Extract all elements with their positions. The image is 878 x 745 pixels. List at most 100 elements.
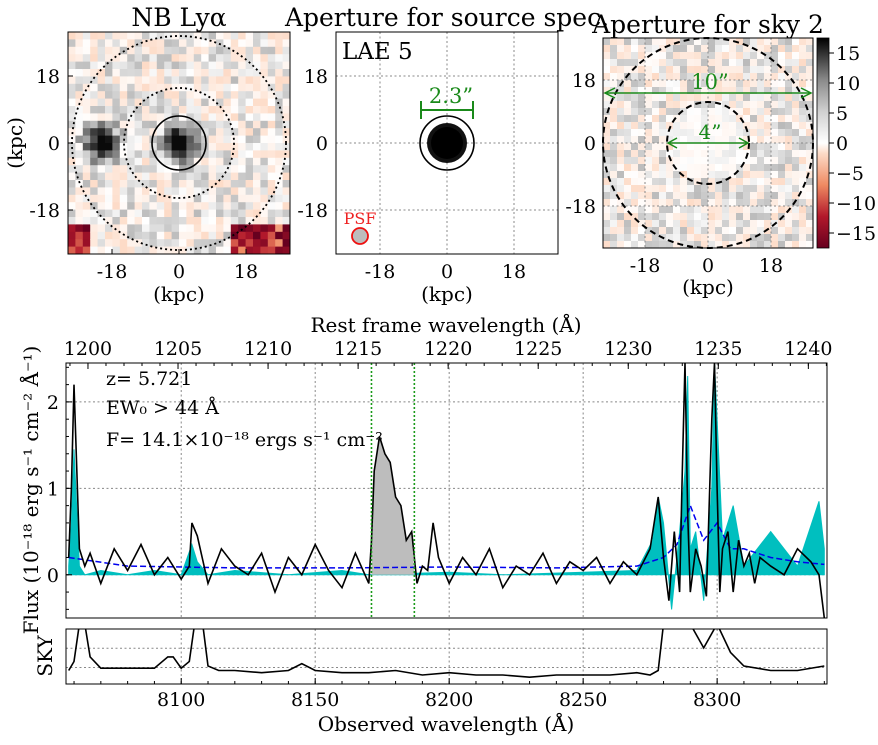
map-pixel [743,101,751,109]
map-pixel [149,231,158,240]
map-pixel [90,46,99,55]
map-pixel [149,83,158,92]
map-pixel [223,91,232,100]
map-pixel [666,80,674,88]
map-pixel [105,128,113,137]
map-pixel [193,98,202,107]
map-pixel [238,180,247,188]
map-pixel [680,241,688,248]
map-pixel [652,52,660,60]
lya-line-region [371,436,415,575]
map-pixel [722,178,730,186]
map-pixel [722,192,730,200]
map-pixel [223,165,232,174]
map-pixel [729,206,737,214]
map-pixel [119,76,128,85]
map-pixel [171,150,180,159]
map-pixel [164,246,173,254]
map-pixel [806,52,813,60]
map-pixel [245,202,254,211]
map-pixel [75,209,84,218]
map-pixel [617,171,625,179]
map-pixel [260,246,269,254]
map-pixel [750,213,758,221]
map-pixel [68,120,76,129]
colorbar-tick-label: −10 [836,193,876,215]
map-pixel [603,38,611,46]
map-pixel [82,39,91,48]
psf-label: PSF [344,209,377,228]
map-pixel [708,73,716,81]
map-pixel [715,241,723,248]
map-pixel [127,157,136,166]
map-pixel [282,39,290,48]
map-pixel [624,157,632,165]
colorbar-tick-label: 5 [836,103,848,125]
map-pixel [82,172,91,181]
map-pixel [757,171,765,179]
map-pixel [282,224,290,233]
map-pixel [275,202,284,211]
map-pixel [186,61,195,70]
map-pixel [156,135,165,144]
map-pixel [68,231,76,240]
map-pixel [806,38,813,46]
map-pixel [743,164,751,172]
map-pixel [750,178,758,186]
observed-axis-ticks: 8100 8150 8200 8250 8300 [73,678,825,711]
map-pixel [757,45,765,53]
map-pixel [673,136,681,144]
map-pixel [68,202,76,211]
map-pixel [785,129,793,137]
map-pixel [134,32,143,40]
map-pixel [201,187,210,196]
map-pixel [778,185,786,193]
map-pixel [149,202,158,211]
map-pixel [253,224,261,233]
map-pixel [673,213,681,221]
map-pixel [729,122,737,130]
map-pixel [186,39,195,48]
map-pixel [149,32,158,40]
map-pixel [267,231,276,240]
map-pixel [119,69,128,77]
map-pixel [778,38,786,46]
map-pixel [799,143,807,151]
map-pixel [617,101,625,109]
map-pixel [82,69,91,77]
map-pixel [785,192,793,200]
map-pixel [238,231,247,240]
map-pixel [694,73,702,81]
map-pixel [112,98,121,107]
map-pixel [603,59,611,67]
map-pixel [179,69,187,77]
map-pixel [708,38,716,46]
map-pixel [186,172,195,181]
map-pixel [652,87,660,95]
map-pixel [778,178,786,186]
map-pixel [680,45,688,53]
map-pixel [757,38,765,46]
map-pixel [736,38,744,46]
source-core [427,123,467,163]
map-pixel [164,143,173,151]
map-pixel [75,187,84,196]
map-pixel [230,194,239,203]
map-pixel [736,87,744,95]
map-pixel [75,150,84,159]
map-pixel [729,171,737,179]
map-pixel [275,231,284,240]
map-pixel [275,239,284,248]
map-pixel [253,187,261,196]
map-pixel [750,192,758,200]
map-pixel [645,38,653,46]
map-pixel [729,213,737,221]
map-pixel [149,165,158,174]
map-pixel [142,91,150,100]
map-pixel [603,66,611,74]
map-pixel [701,213,709,221]
map-pixel [729,234,737,242]
map-pixel [208,113,217,122]
map-pixel [142,209,150,218]
map-pixel [743,206,751,214]
